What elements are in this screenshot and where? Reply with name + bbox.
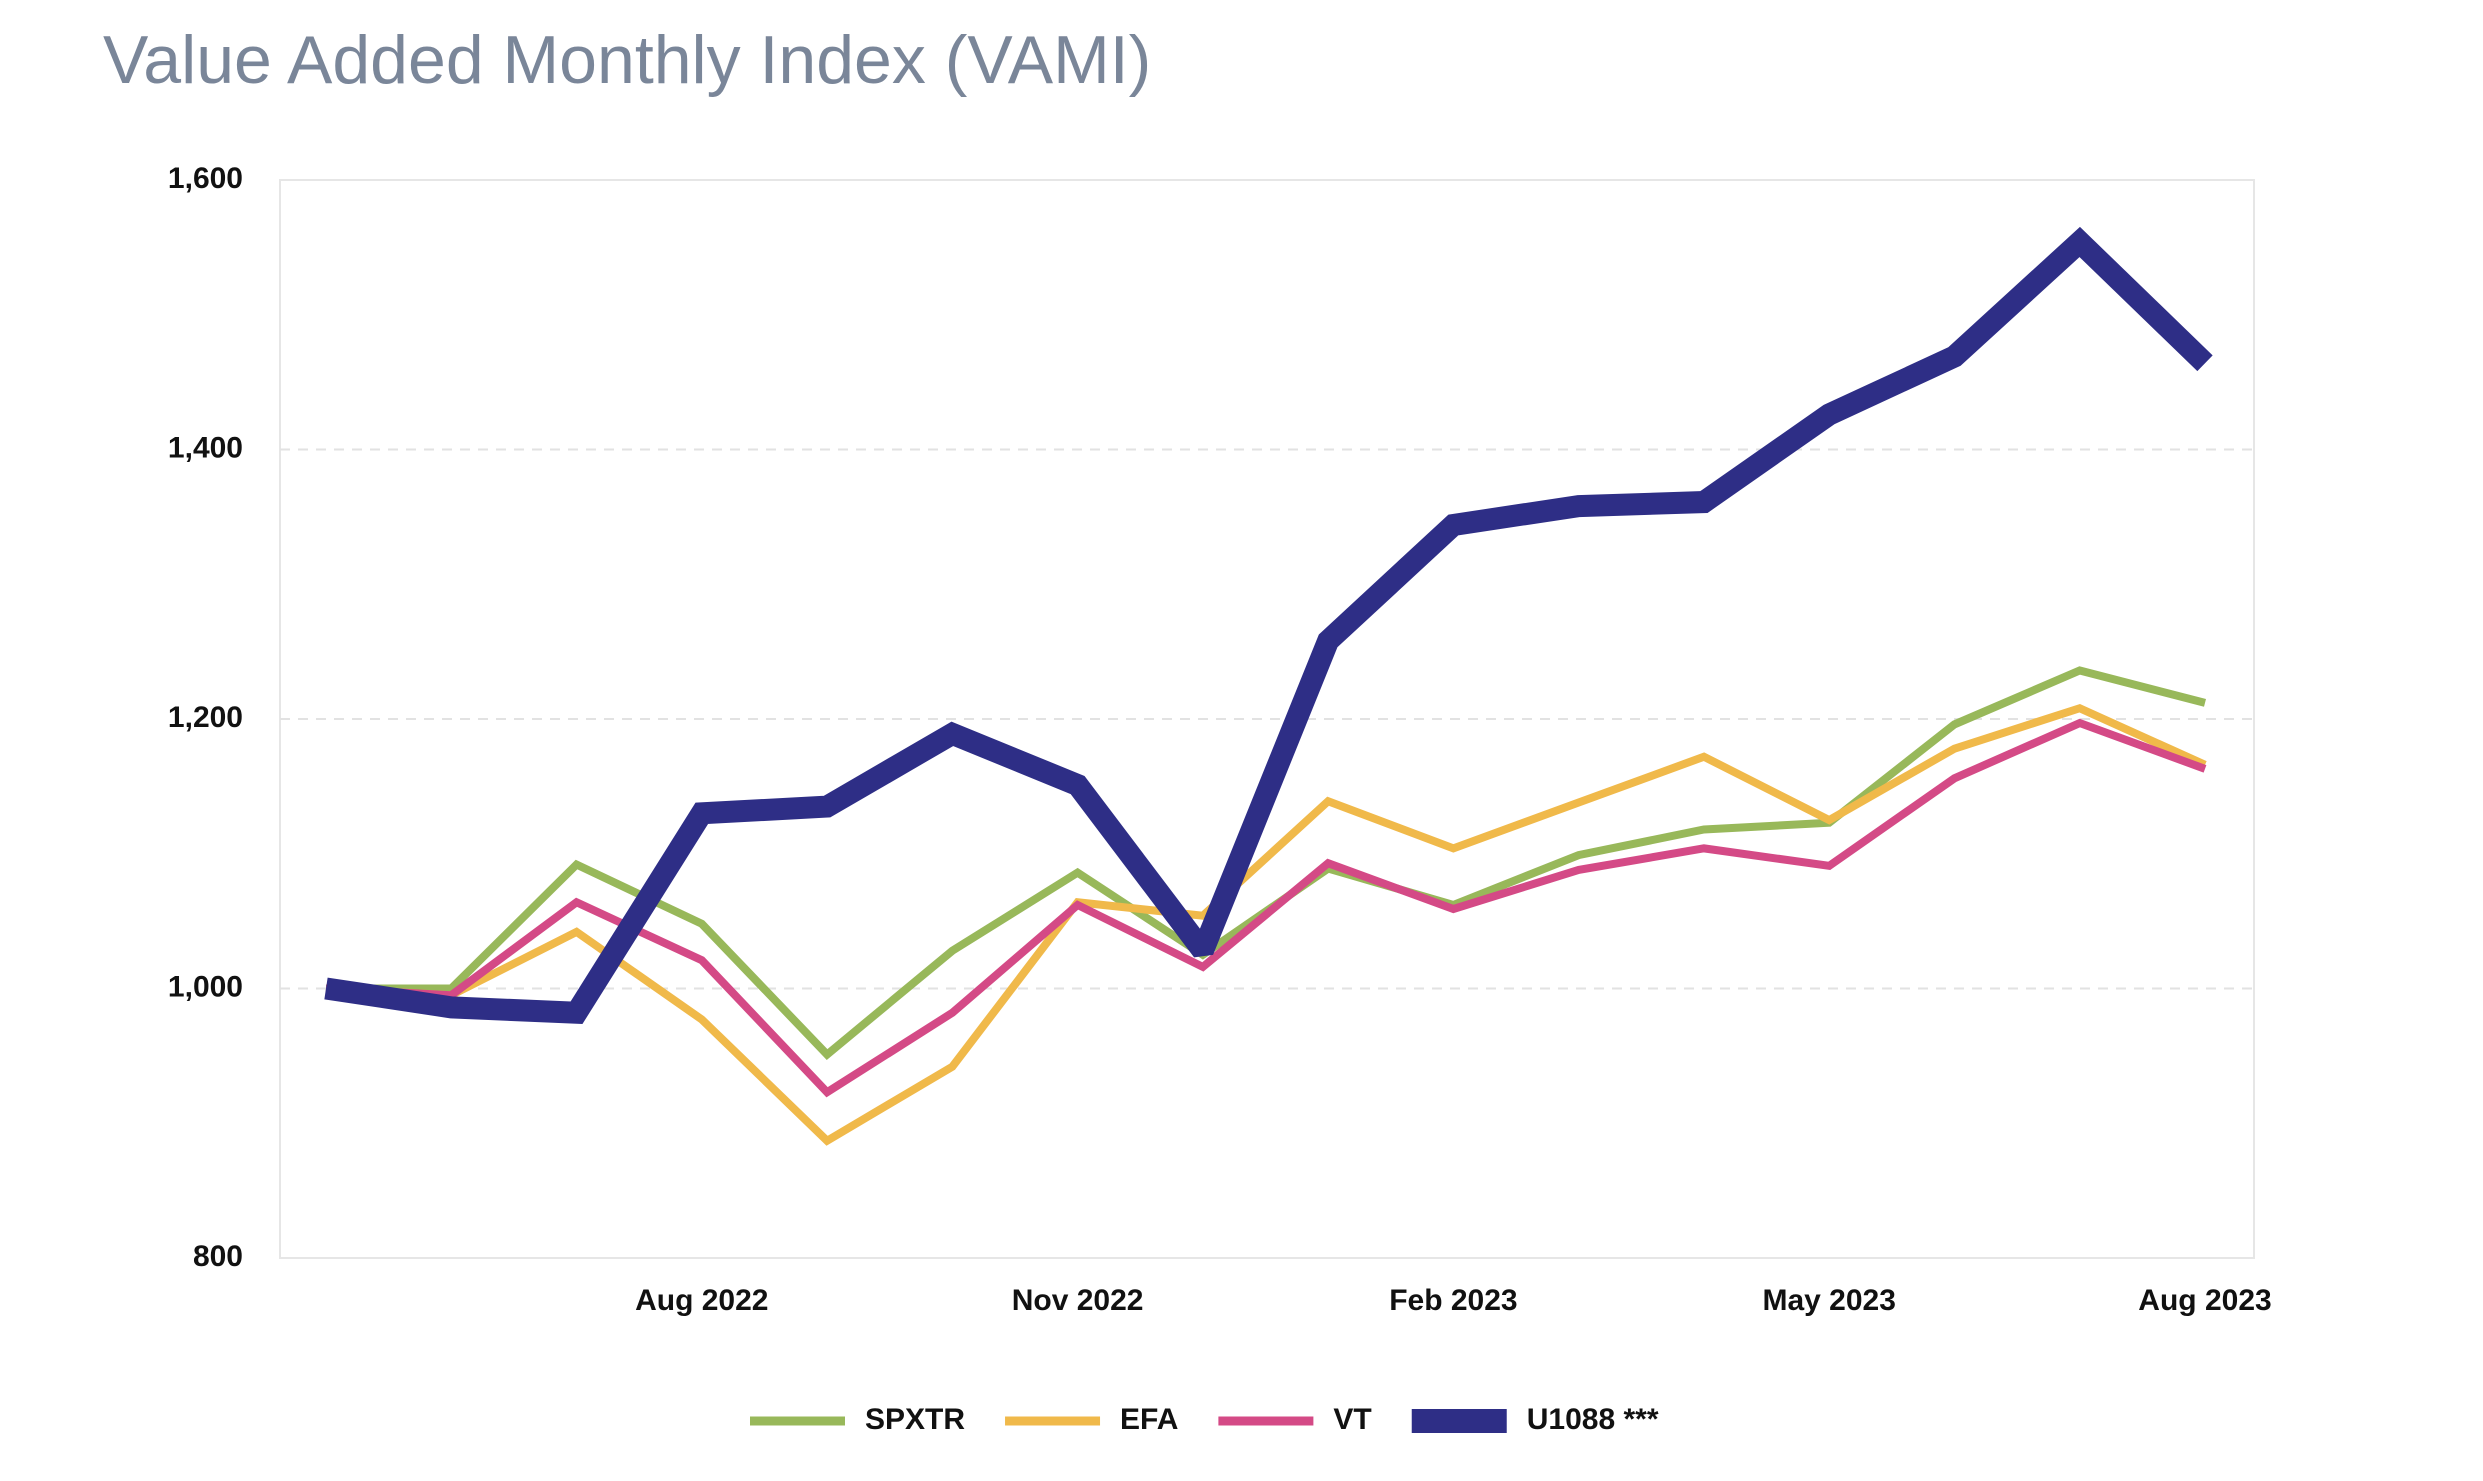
y-tick-label: 1,200 [168,701,243,734]
x-tick-label: Aug 2022 [635,1284,768,1317]
legend-label: EFA [1120,1403,1178,1436]
legend-label: U1088 *** [1527,1403,1659,1436]
y-tick-label: 800 [193,1240,243,1273]
x-tick-label: May 2023 [1762,1284,1895,1317]
y-tick-label: 1,400 [168,431,243,464]
series-line [325,703,2207,1146]
chart-title: Value Added Monthly Index (VAMI) [103,22,1151,98]
legend-label: SPXTR [865,1403,965,1436]
legend-label: VT [1333,1403,1371,1436]
x-tick-label: Nov 2022 [1012,1284,1144,1317]
x-tick-label: Feb 2023 [1389,1284,1517,1317]
series-line [324,226,2213,1025]
y-tick-label: 1,600 [168,162,243,195]
y-tick-label: 1,000 [168,970,243,1003]
x-tick-label: Aug 2023 [2138,1284,2271,1317]
